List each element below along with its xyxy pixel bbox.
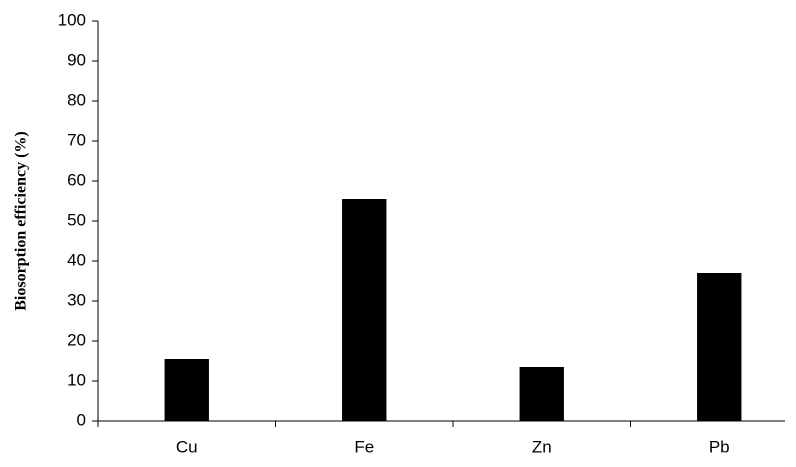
y-tick-label: 70 <box>67 130 86 149</box>
x-tick-label: Cu <box>176 437 198 456</box>
x-tick-label: Zn <box>532 437 552 456</box>
x-tick-label: Pb <box>709 437 730 456</box>
y-tick-label: 80 <box>67 90 86 109</box>
bar <box>697 273 742 421</box>
y-tick-label: 10 <box>67 370 86 389</box>
bar <box>342 199 387 421</box>
y-tick-label: 90 <box>67 50 86 69</box>
y-tick-label: 60 <box>67 170 86 189</box>
y-tick-label: 100 <box>58 10 86 29</box>
y-tick-label: 30 <box>67 290 86 309</box>
y-tick-label: 50 <box>67 210 86 229</box>
y-tick-label: 20 <box>67 330 86 349</box>
y-tick-label: 40 <box>67 250 86 269</box>
y-tick-label: 0 <box>77 410 86 429</box>
bar <box>519 367 564 421</box>
bar <box>164 359 209 421</box>
x-tick-label: Fe <box>354 437 374 456</box>
y-axis-label: Biosorption efficiency (%) <box>13 131 30 311</box>
